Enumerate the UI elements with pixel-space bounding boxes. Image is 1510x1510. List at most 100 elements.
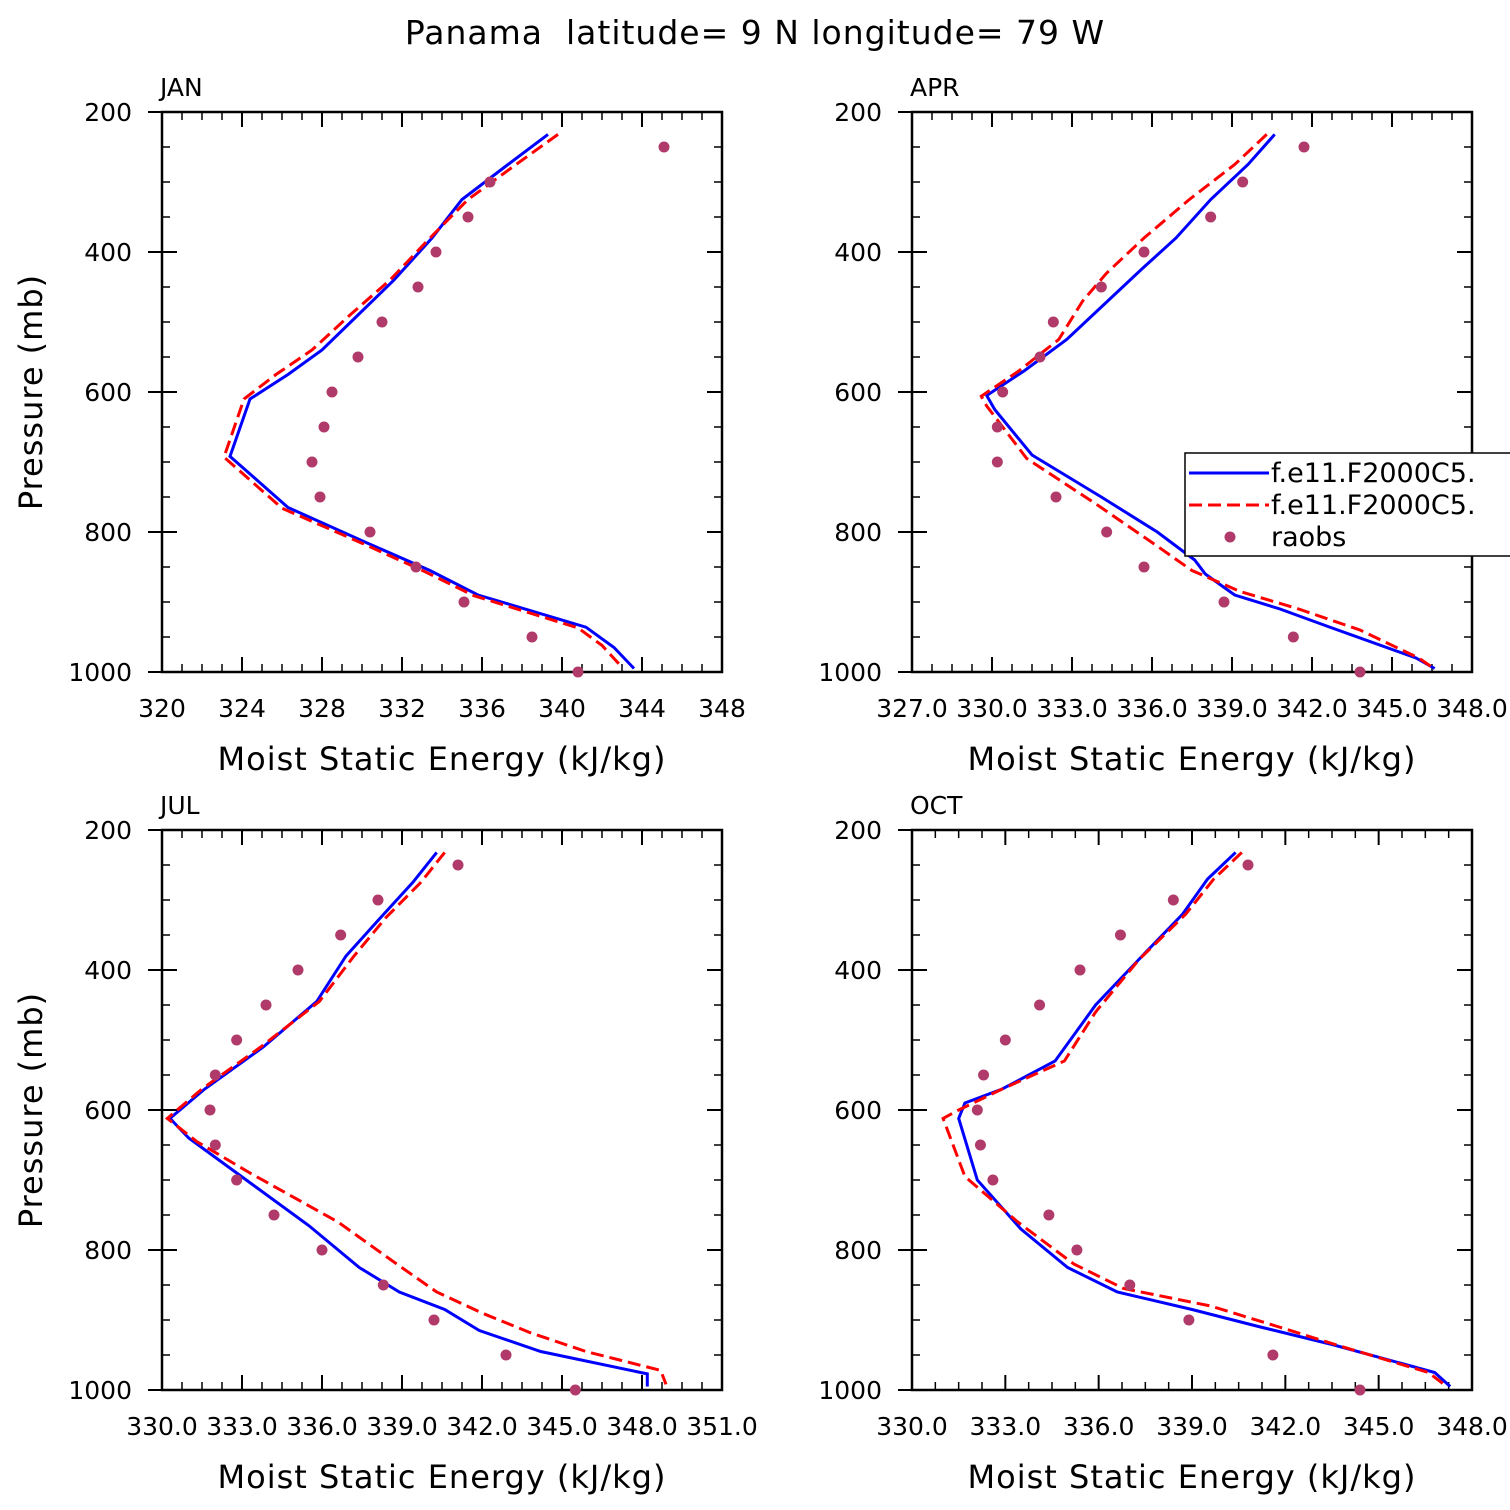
raobs-point: [364, 526, 376, 538]
raobs-point: [999, 1034, 1011, 1046]
raobs-point: [410, 561, 422, 573]
panel-title: JAN: [158, 73, 203, 102]
series-line-model1: [228, 133, 636, 670]
raobs-point: [1218, 596, 1230, 608]
raobs-point: [484, 176, 496, 188]
y-tick-label: 400: [84, 956, 132, 985]
panel-title: JUL: [158, 791, 200, 820]
raobs-point: [1138, 561, 1150, 573]
x-tick-label: 345.0: [526, 1412, 598, 1441]
raobs-point: [326, 386, 338, 398]
raobs-point: [971, 1104, 983, 1116]
y-tick-label: 1000: [68, 1376, 132, 1405]
x-tick-label: 339.0: [1156, 1412, 1228, 1441]
y-tick-label: 800: [84, 1236, 132, 1265]
raobs-point: [997, 386, 1009, 398]
y-tick-label: 1000: [818, 1376, 882, 1405]
y-tick-label: 800: [834, 1236, 882, 1265]
series-line-model2: [941, 851, 1445, 1386]
series-line-model1: [167, 851, 649, 1387]
x-tick-label: 345.0: [1356, 694, 1428, 723]
x-tick-label: 348.0: [606, 1412, 678, 1441]
raobs-point: [1298, 141, 1310, 153]
x-axis-label: Moist Static Energy (kJ/kg): [218, 1458, 667, 1496]
raobs-point: [569, 1384, 581, 1396]
x-tick-label: 336.0: [1116, 694, 1188, 723]
raobs-point: [1287, 631, 1299, 643]
plot-frame: [910, 828, 1474, 1392]
y-tick-label: 600: [834, 378, 882, 407]
raobs-point: [462, 211, 474, 223]
raobs-point: [1034, 351, 1046, 363]
raobs-point: [335, 929, 347, 941]
y-axis-label: Pressure (mb): [12, 992, 50, 1228]
raobs-point: [991, 421, 1003, 433]
y-tick-label: 200: [834, 98, 882, 127]
y-tick-label: 400: [84, 238, 132, 267]
raobs-point: [526, 631, 538, 643]
y-tick-label: 1000: [818, 658, 882, 687]
series-line-model2: [979, 133, 1433, 669]
y-tick-label: 600: [84, 1096, 132, 1125]
series-line-model2: [222, 133, 622, 667]
raobs-point: [352, 351, 364, 363]
x-tick-label: 336.0: [1063, 1412, 1135, 1441]
raobs-point: [318, 421, 330, 433]
raobs-point: [1124, 1279, 1136, 1291]
x-tick-label: 336.0: [286, 1412, 358, 1441]
x-tick-label: 333.0: [970, 1412, 1042, 1441]
legend-label: f.e11.F2000C5.: [1271, 458, 1476, 489]
x-tick-label: 342.0: [446, 1412, 518, 1441]
raobs-point: [987, 1174, 999, 1186]
raobs-point: [306, 456, 318, 468]
raobs-point: [1138, 246, 1150, 258]
raobs-point: [1354, 1384, 1366, 1396]
raobs-point: [974, 1139, 986, 1151]
raobs-point: [1242, 859, 1254, 871]
panel-title: OCT: [910, 791, 963, 820]
raobs-point: [1205, 211, 1217, 223]
raobs-point: [1074, 964, 1086, 976]
raobs-point: [314, 491, 326, 503]
y-tick-label: 200: [84, 816, 132, 845]
raobs-point: [1043, 1209, 1055, 1221]
y-tick-label: 800: [834, 518, 882, 547]
raobs-point: [268, 1209, 280, 1221]
raobs-point: [1237, 176, 1249, 188]
raobs-point: [1354, 666, 1366, 678]
raobs-point: [231, 1174, 243, 1186]
panel-title: APR: [910, 73, 960, 102]
raobs-point: [412, 281, 424, 293]
raobs-point: [231, 1034, 243, 1046]
panel-jan: JAN 320 324 328 332 336 340 344 348 200 400 600 800 1…: [12, 73, 746, 778]
raobs-point: [1267, 1349, 1279, 1361]
x-tick-label: 348.0: [1436, 1412, 1508, 1441]
x-tick-label: 342.0: [1276, 694, 1348, 723]
x-tick-label: 333.0: [206, 1412, 278, 1441]
raobs-point: [1047, 316, 1059, 328]
panels: JAN 320 324 328 332 336 340 344 348 200 400 600 800 1…: [12, 73, 1510, 1496]
raobs-point: [658, 141, 670, 153]
legend-label: raobs: [1271, 522, 1346, 553]
legend: f.e11.F2000C5.f.e11.F2000C5.raobs: [1184, 452, 1510, 557]
x-tick-label: 348: [698, 694, 746, 723]
raobs-point: [209, 1139, 221, 1151]
x-tick-label: 344: [618, 694, 666, 723]
x-axis-label: Moist Static Energy (kJ/kg): [968, 740, 1417, 778]
raobs-point: [991, 456, 1003, 468]
x-tick-label: 339.0: [1196, 694, 1268, 723]
y-tick-label: 200: [84, 98, 132, 127]
panel-apr: APR 327.0 330.0 333.0 336.0 339.0 342.0 345.0 34…: [818, 73, 1507, 778]
raobs-point: [978, 1069, 990, 1081]
plot-frame: [160, 828, 724, 1392]
panel-jul: JUL 330.0 333.0 336.0 339.0 342.0 345.0 348.0 35…: [12, 791, 758, 1496]
raobs-point: [204, 1104, 216, 1116]
figure-title: Panama latitude= 9 N longitude= 79 W: [405, 13, 1105, 52]
y-tick-label: 800: [84, 518, 132, 547]
raobs-point: [1095, 281, 1107, 293]
raobs-point: [458, 596, 470, 608]
raobs-point: [316, 1244, 328, 1256]
raobs-point: [1101, 526, 1113, 538]
raobs-point: [1167, 894, 1179, 906]
